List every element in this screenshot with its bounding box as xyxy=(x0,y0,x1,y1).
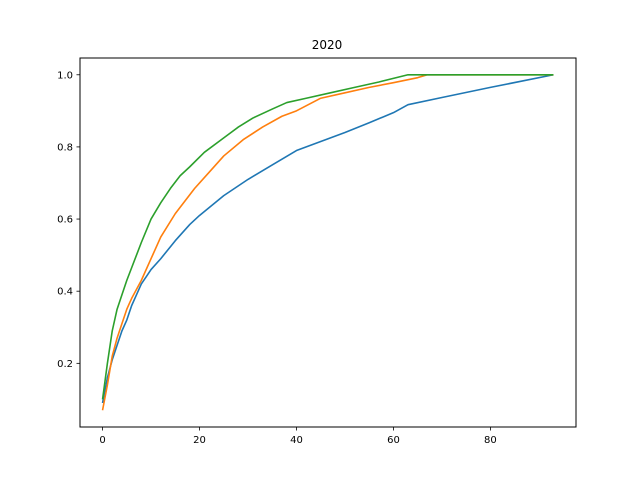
series-line-2 xyxy=(101,73,554,411)
x-tick-label: 40 xyxy=(290,435,303,446)
plot-frame xyxy=(79,57,577,428)
series-line-1 xyxy=(101,73,554,404)
x-tick-label: 0 xyxy=(99,435,105,446)
x-tick-label: 60 xyxy=(387,435,400,446)
y-tick-label: 0.6 xyxy=(57,215,73,226)
y-tick-label: 0.2 xyxy=(57,359,73,370)
x-tick-label: 80 xyxy=(484,435,497,446)
y-tick-label: 1.0 xyxy=(57,70,73,81)
series-line-3 xyxy=(101,73,554,400)
x-tick-label: 20 xyxy=(193,435,206,446)
y-tick-label: 0.4 xyxy=(57,287,73,298)
axis-layer: 0 20 40 60 80 0.2 0.4 0.6 0.8 1.0 xyxy=(57,70,497,446)
chart-title: 2020 xyxy=(312,38,343,52)
y-tick-label: 0.8 xyxy=(57,142,73,153)
series-layer xyxy=(101,73,554,411)
